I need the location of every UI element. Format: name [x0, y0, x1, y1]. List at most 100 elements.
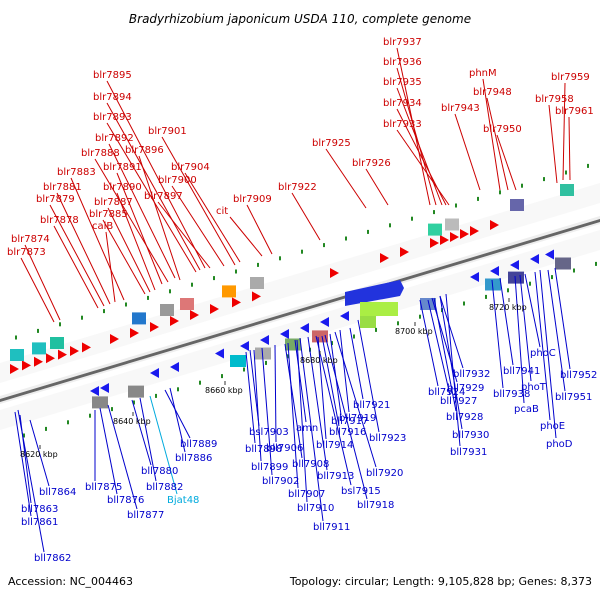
gene-label-bll7923[interactable]: bll7923 [369, 433, 406, 444]
gene-label-blr7925[interactable]: blr7925 [312, 138, 351, 149]
gene-label-blr7900[interactable]: blr7900 [158, 175, 197, 186]
gene-label-bll7910[interactable]: bll7910 [297, 503, 334, 514]
gene-label-blr7948[interactable]: blr7948 [473, 87, 512, 98]
track-tick [287, 354, 289, 359]
gene-label-bll7911[interactable]: bll7911 [313, 522, 350, 533]
track-tick [419, 314, 421, 319]
gene-label-blr7895[interactable]: blr7895 [93, 70, 132, 81]
forward-gene-arrow [58, 349, 67, 360]
gene-label-blr7943[interactable]: blr7943 [441, 103, 480, 114]
track-tick [573, 268, 575, 273]
leader-line [116, 192, 156, 291]
gene-label-bll7930[interactable]: bll7930 [452, 430, 489, 441]
gene-label-calB[interactable]: calB [92, 221, 113, 232]
gene-label-blr7926[interactable]: blr7926 [352, 158, 391, 169]
gene-label-bll7927[interactable]: bll7927 [440, 396, 477, 407]
gene-label-Bjat48[interactable]: Bjat48 [167, 495, 199, 506]
gene-label-blr7885[interactable]: blr7885 [89, 209, 128, 220]
gene-label-blr7961[interactable]: blr7961 [555, 106, 594, 117]
gene-label-phoC[interactable]: phoC [530, 348, 556, 359]
gene-label-blr7881[interactable]: blr7881 [43, 182, 82, 193]
gene-label-bll7932[interactable]: bll7932 [453, 369, 490, 380]
topology-label: Topology: circular; Length: 9,105,828 bp… [289, 575, 592, 588]
gene-label-bsl7903[interactable]: bsl7903 [249, 427, 289, 438]
gene-label-blr7922[interactable]: blr7922 [278, 182, 317, 193]
gene-block [10, 349, 24, 361]
gene-label-blr7879[interactable]: blr7879 [36, 194, 75, 205]
gene-label-bll7876[interactable]: bll7876 [107, 495, 144, 506]
gene-label-bll7862[interactable]: bll7862 [34, 553, 71, 564]
gene-label-blr7878[interactable]: blr7878 [40, 215, 79, 226]
gene-label-bsl7915[interactable]: bsl7915 [341, 486, 381, 497]
leader-line [149, 395, 178, 495]
gene-label-bll7929[interactable]: bll7929 [447, 383, 484, 394]
gene-label-blr7890[interactable]: blr7890 [103, 182, 142, 193]
gene-label-bll7938[interactable]: bll7938 [493, 389, 530, 400]
gene-label-cit[interactable]: cit [216, 206, 228, 217]
gene-label-bll7864[interactable]: bll7864 [39, 487, 76, 498]
gene-label-blr7959[interactable]: blr7959 [551, 72, 590, 83]
gene-label-phoT[interactable]: phoT [521, 382, 547, 393]
gene-label-bll7906[interactable]: bll7906 [266, 443, 303, 454]
gene-label-blr7896[interactable]: blr7896 [125, 145, 164, 156]
gene-label-blr7904[interactable]: blr7904 [171, 162, 210, 173]
gene-label-bll7877[interactable]: bll7877 [127, 510, 164, 521]
gene-label-phoE[interactable]: phoE [540, 421, 565, 432]
gene-label-amn[interactable]: amn [296, 423, 318, 434]
gene-label-phoD[interactable]: phoD [546, 439, 573, 450]
gene-label-blr7894[interactable]: blr7894 [93, 92, 132, 103]
gene-label-bll7941[interactable]: bll7941 [503, 366, 540, 377]
gene-label-bll7908[interactable]: bll7908 [292, 459, 329, 470]
gene-label-bll7917[interactable]: bll7917 [331, 416, 368, 427]
gene-label-bll7886[interactable]: bll7886 [175, 453, 212, 464]
gene-label-blr7937[interactable]: blr7937 [383, 37, 422, 48]
gene-label-bll7863[interactable]: bll7863 [21, 504, 58, 515]
gene-label-bll7918[interactable]: bll7918 [357, 500, 394, 511]
gene-label-bll7916[interactable]: bll7916 [329, 427, 366, 438]
gene-label-bll7931[interactable]: bll7931 [450, 447, 487, 458]
gene-label-blr7887[interactable]: blr7887 [94, 197, 133, 208]
gene-label-bll7882[interactable]: bll7882 [146, 482, 183, 493]
gene-label-blr7933[interactable]: blr7933 [383, 119, 422, 130]
gene-label-bll7889[interactable]: bll7889 [180, 439, 217, 450]
gene-label-blr7909[interactable]: blr7909 [233, 194, 272, 205]
reverse-gene-arrow [530, 254, 539, 264]
gene-label-blr7934[interactable]: blr7934 [383, 98, 422, 109]
gene-label-bll7902[interactable]: bll7902 [262, 476, 299, 487]
gene-label-bll7898[interactable]: bll7898 [245, 444, 282, 455]
gene-label-bll7907[interactable]: bll7907 [288, 489, 325, 500]
gene-label-blr7950[interactable]: blr7950 [483, 124, 522, 135]
gene-label-blr7874[interactable]: blr7874 [11, 234, 50, 245]
gene-label-bll7919[interactable]: bll7919 [339, 413, 376, 424]
leader-line [70, 177, 125, 301]
gene-label-bll7952[interactable]: bll7952 [560, 370, 597, 381]
gene-label-blr7883[interactable]: blr7883 [57, 167, 96, 178]
gene-label-blr7891[interactable]: blr7891 [103, 162, 142, 173]
gene-label-bll7928[interactable]: bll7928 [446, 412, 483, 423]
gene-label-bll7914[interactable]: bll7914 [316, 440, 353, 451]
forward-gene-arrow [130, 328, 139, 338]
gene-label-blr7888[interactable]: blr7888 [81, 148, 120, 159]
gene-label-blr7936[interactable]: blr7936 [383, 57, 422, 68]
leader-line [245, 351, 256, 444]
gene-label-bll7880[interactable]: bll7880 [141, 466, 178, 477]
gene-label-bll7921[interactable]: bll7921 [353, 400, 390, 411]
gene-label-blr7935[interactable]: blr7935 [383, 77, 422, 88]
gene-label-bll7875[interactable]: bll7875 [85, 482, 122, 493]
gene-label-pcaB[interactable]: pcaB [514, 404, 539, 415]
gene-label-bll7951[interactable]: bll7951 [555, 392, 592, 403]
gene-label-bll7913[interactable]: bll7913 [317, 471, 354, 482]
gene-label-blr7897[interactable]: blr7897 [144, 191, 183, 202]
leader-line [99, 407, 118, 495]
gene-label-bll7899[interactable]: bll7899 [251, 462, 288, 473]
gene-label-blr7873[interactable]: blr7873 [7, 247, 46, 258]
gene-label-bll7920[interactable]: bll7920 [366, 468, 403, 479]
gene-label-bll7861[interactable]: bll7861 [21, 517, 58, 528]
leader-line [554, 267, 571, 370]
gene-label-blr7901[interactable]: blr7901 [148, 126, 187, 137]
gene-label-bll7924[interactable]: bll7924 [428, 387, 465, 398]
gene-label-phnM[interactable]: phnM [469, 68, 497, 79]
gene-label-blr7892[interactable]: blr7892 [95, 133, 134, 144]
gene-label-blr7958[interactable]: blr7958 [535, 94, 574, 105]
gene-label-blr7893[interactable]: blr7893 [93, 112, 132, 123]
